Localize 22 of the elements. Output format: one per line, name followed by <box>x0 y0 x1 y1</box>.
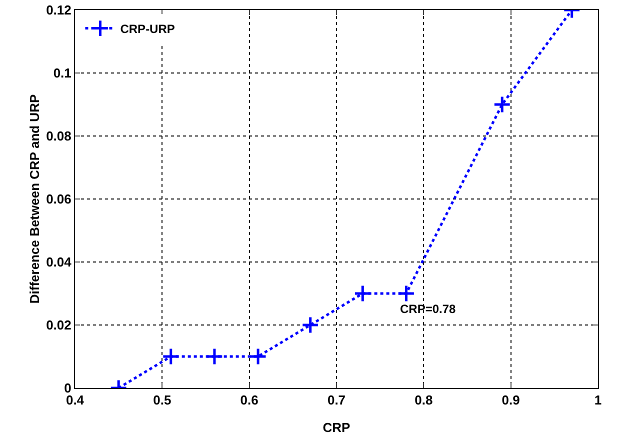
annotation: CRP=0.78 <box>400 302 456 316</box>
point <box>397 284 416 302</box>
x-axis-title: CRP <box>322 420 351 435</box>
y-tick-label: 0.08 <box>46 128 72 144</box>
legend-label: CRP-URP <box>120 22 175 36</box>
y-tick-label: 0.1 <box>53 66 72 81</box>
x-tick-label: 0.9 <box>502 392 520 408</box>
y-tick-label: 0.04 <box>46 254 72 270</box>
point <box>206 348 224 366</box>
point <box>249 348 267 366</box>
y-tick-label: 0.12 <box>46 2 72 18</box>
y-tick-label: 0.06 <box>46 192 72 207</box>
x-tick-label: 0.6 <box>240 392 258 408</box>
y-axis-title: Difference Between CRP and URP <box>27 94 42 304</box>
y-tick-label: 0.02 <box>46 318 72 333</box>
point <box>354 284 372 302</box>
point <box>162 348 180 366</box>
point <box>301 316 320 334</box>
x-tick-label: 0.5 <box>153 392 172 408</box>
x-tick-label: 0.8 <box>414 392 433 408</box>
x-tick-label: 0.7 <box>327 392 346 408</box>
x-tick-label: 1 <box>594 392 602 408</box>
